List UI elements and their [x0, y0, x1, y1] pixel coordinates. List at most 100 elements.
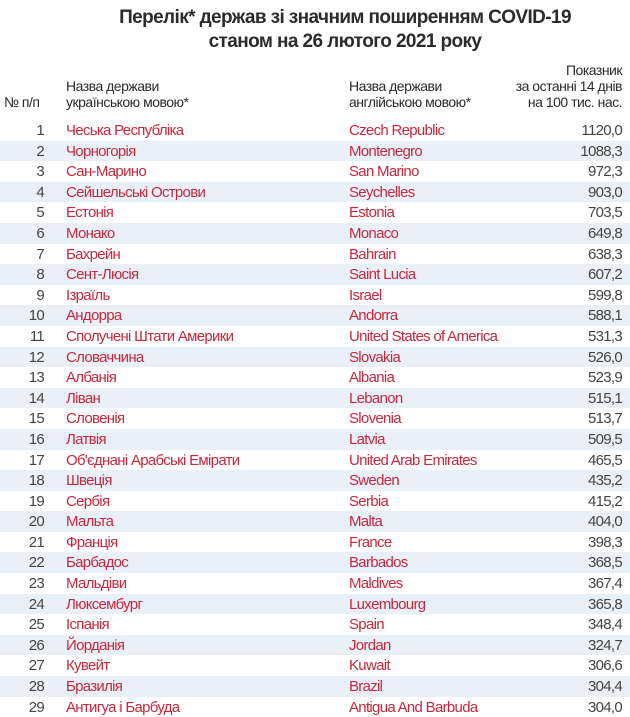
row-number: 14: [28, 389, 45, 407]
row-number: 24: [28, 595, 45, 613]
table-row: 9 Ізраїль Israel 599,8: [0, 285, 630, 306]
table-row: 16 Латвія Latvia 509,5: [0, 428, 630, 450]
country-name-uk: Антигуа і Барбуда: [66, 698, 180, 716]
country-name-uk: Люксембург: [66, 595, 143, 613]
country-name-uk: Монако: [66, 224, 115, 242]
country-name-uk: Ізраїль: [66, 286, 110, 304]
table-row: 13 Албанія Albania 523,9: [0, 367, 630, 388]
row-number: 28: [28, 678, 45, 696]
country-name-en: Malta: [349, 513, 383, 531]
indicator-value: 607,2: [587, 266, 623, 284]
country-name-uk: Бахрейн: [66, 245, 121, 263]
row-number: 18: [28, 472, 45, 490]
header-ukrainian-name: Назва держави українською мовою*: [66, 78, 189, 110]
indicator-value: 365,8: [587, 595, 623, 613]
country-name-uk: Албанія: [66, 369, 117, 387]
table-row: 10 Андорра Andorra 588,1: [0, 305, 630, 326]
country-name-en: Sweden: [349, 472, 400, 490]
table-row: 23 Мальдіви Maldives 367,4: [0, 573, 630, 594]
table-row: 29 Антигуа і Барбуда Antigua And Barbuda 30…: [0, 697, 630, 717]
row-number: 20: [28, 513, 45, 531]
country-name-en: Israel: [349, 286, 382, 304]
table-row: 21 Франція France 398,3: [0, 532, 630, 553]
indicator-value: 523,9: [587, 369, 623, 387]
country-name-en: Luxembourg: [349, 595, 426, 613]
header-uk-line-2: українською мовою*: [66, 94, 189, 110]
indicator-value: 1088,3: [580, 142, 622, 160]
header-en-line-2: англійською мовою*: [349, 94, 471, 110]
country-name-uk: Сан-Марино: [66, 163, 147, 181]
table-row: 15 Словенія Slovenia 513,7: [0, 408, 630, 429]
row-number: 5: [36, 204, 44, 222]
header-en-line-1: Назва держави: [349, 78, 442, 94]
indicator-value: 638,3: [587, 245, 623, 263]
country-name-en: Albania: [349, 369, 395, 387]
header-english-name: Назва держави англійською мовою*: [349, 78, 471, 110]
country-name-en: Estonia: [349, 204, 395, 222]
indicator-value: 526,0: [587, 348, 623, 366]
country-name-en: Czech Republic: [349, 122, 445, 139]
country-name-uk: Андорра: [66, 307, 122, 325]
indicator-value: 1120,0: [581, 122, 622, 139]
country-name-en: Antigua And Barbuda: [349, 698, 478, 716]
country-name-en: Serbia: [349, 492, 389, 510]
row-number: 4: [36, 183, 44, 201]
country-table: 1 Чеська Республіка Czech Republic 1120,0 2 Ч…: [0, 120, 630, 717]
table-row: 1 Чеська Республіка Czech Republic 1120,0: [0, 120, 630, 141]
row-number: 2: [36, 142, 44, 160]
header-val-line-1: Показник: [565, 62, 623, 78]
table-row: 22 Барбадос Barbados 368,5: [0, 552, 630, 574]
country-name-en: Bahrain: [349, 245, 397, 263]
table-row: 28 Бразилія Brazil 304,4: [0, 676, 630, 697]
country-name-en: Jordan: [349, 636, 391, 654]
indicator-value: 348,4: [587, 616, 623, 634]
indicator-value: 509,5: [587, 430, 623, 448]
country-name-en: Slovenia: [349, 410, 402, 428]
indicator-value: 304,0: [587, 698, 623, 716]
country-name-uk: Сейшельські Острови: [66, 183, 206, 201]
indicator-value: 465,5: [587, 451, 623, 469]
indicator-value: 435,2: [587, 472, 623, 490]
indicator-value: 588,1: [587, 307, 623, 325]
country-name-uk: Франція: [66, 533, 118, 551]
country-name-en: Andorra: [349, 307, 398, 325]
country-name-uk: Словаччина: [66, 348, 144, 366]
row-number: 8: [36, 266, 44, 284]
row-number: 6: [36, 224, 44, 242]
page-title: Перелік* держав зі значним поширенням CO…: [60, 6, 630, 54]
row-number: 3: [36, 163, 44, 181]
table-row: 7 Бахрейн Bahrain 638,3: [0, 244, 630, 265]
country-name-uk: Кувейт: [66, 657, 110, 675]
row-number: 11: [29, 327, 45, 345]
row-number: 19: [28, 492, 45, 510]
country-name-en: San Marino: [349, 163, 419, 181]
country-name-en: Kuwait: [349, 657, 391, 675]
row-number: 25: [28, 616, 45, 634]
indicator-value: 531,3: [587, 327, 623, 345]
country-name-en: Monaco: [349, 224, 399, 242]
indicator-value: 513,7: [587, 410, 623, 428]
country-name-uk: Ліван: [66, 389, 101, 407]
table-row: 11 Сполучені Штати Америки United States o…: [0, 326, 630, 347]
title-line-1: Перелік* держав зі значним поширенням CO…: [119, 7, 571, 28]
header-indicator: Показник за останні 14 днів на 100 тис. …: [516, 62, 623, 110]
indicator-value: 398,3: [587, 533, 623, 551]
row-number: 26: [28, 636, 45, 654]
country-name-en: Maldives: [349, 575, 403, 593]
country-name-uk: Йорданія: [66, 636, 125, 654]
country-name-uk: Сербія: [66, 492, 110, 510]
indicator-value: 324,7: [587, 636, 623, 654]
country-name-en: Montenegro: [349, 142, 423, 160]
country-name-en: Barbados: [349, 554, 408, 572]
country-name-en: Brazil: [349, 678, 383, 696]
table-row: 19 Сербія Serbia 415,2: [0, 491, 630, 512]
row-number: 23: [28, 575, 45, 593]
country-name-en: Lebanon: [349, 389, 403, 407]
country-name-uk: Барбадос: [66, 554, 129, 572]
row-number: 29: [28, 698, 45, 716]
country-name-en: Slovakia: [349, 348, 401, 366]
row-number: 7: [36, 245, 44, 263]
indicator-value: 703,5: [587, 204, 623, 222]
country-name-uk: Іспанія: [66, 616, 110, 634]
row-number: 10: [28, 307, 45, 325]
